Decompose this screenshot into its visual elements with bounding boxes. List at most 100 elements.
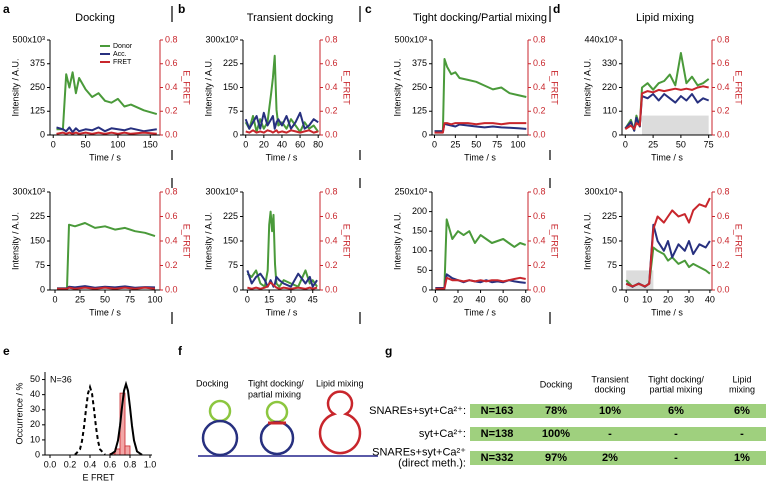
y-tick-label: 110 (603, 106, 617, 116)
y2-tick-label: 0.2 (533, 260, 546, 270)
x-tick-label: 15 (264, 294, 274, 304)
y-tick-label: 300x10³ (205, 34, 238, 44)
x-tick-label: 1.0 (144, 459, 157, 469)
y-tick-label: 300x10³ (584, 186, 617, 196)
y2-axis-label: E_FRET (182, 224, 192, 259)
y-tick-label: 225 (602, 211, 617, 221)
y-tick-label: 150 (223, 235, 238, 245)
table-cell: 2% (602, 452, 618, 464)
y2-tick-label: 0.4 (717, 235, 730, 245)
y2-tick-label: 0.2 (717, 260, 730, 270)
y2-tick-label: 0.2 (717, 106, 730, 116)
y-axis-label: Occurrence / % (14, 382, 24, 444)
y-tick-label: 10 (30, 434, 40, 444)
y-tick-label: 0 (233, 284, 238, 294)
table-cell: - (674, 428, 678, 440)
y-axis-label: Intensity / A.U. (392, 212, 402, 270)
y-tick-label: 0 (612, 284, 617, 294)
y-axis-label: Intensity / A.U. (392, 58, 402, 116)
x-tick-label: 0 (245, 294, 250, 304)
y2-tick-label: 0.0 (325, 284, 338, 294)
x-tick-label: 60 (498, 294, 508, 304)
table-cell: 97% (545, 452, 567, 464)
y-axis-label: Intensity / A.U. (203, 58, 213, 116)
x-tick-label: 0 (243, 139, 248, 149)
y-tick-label: 500x10³ (12, 34, 45, 44)
trace (434, 58, 527, 133)
y2-tick-label: 0.6 (325, 211, 338, 221)
y-tick-label: 40 (30, 389, 40, 399)
panel-label: b (178, 2, 185, 16)
table-row-bg (470, 404, 766, 418)
y-tick-label: 150 (412, 226, 427, 236)
y2-axis-label: E_FRET (182, 70, 192, 105)
y2-tick-label: 0.8 (165, 34, 178, 44)
trace (247, 281, 318, 290)
y2-tick-label: 0.8 (325, 186, 338, 196)
separators (171, 6, 551, 324)
table-header: mixing (729, 384, 755, 394)
vesicle (208, 399, 232, 423)
x-axis-label: Time / s (651, 307, 683, 317)
table-cell: 1% (734, 452, 750, 464)
y2-tick-label: 0.0 (717, 129, 730, 139)
x-axis-label: Time / s (89, 307, 121, 317)
y2-tick-label: 0.8 (533, 186, 546, 196)
diagram-label: Tight docking/ (248, 378, 304, 388)
y-tick-label: 375 (412, 58, 427, 68)
y2-tick-label: 0.0 (325, 129, 338, 139)
x-tick-label: 50 (81, 139, 91, 149)
x-tick-label: 0 (433, 294, 438, 304)
y2-tick-label: 0.8 (533, 34, 546, 44)
fit-curve (74, 383, 106, 456)
y2-tick-label: 0.4 (325, 82, 338, 92)
x-tick-label: 100 (110, 139, 125, 149)
table-cell: 6% (734, 405, 750, 417)
diagram-label: Docking (196, 378, 229, 388)
trace (625, 197, 711, 288)
y2-tick-label: 0.6 (533, 211, 546, 221)
x-tick-label: 45 (308, 294, 318, 304)
y2-tick-label: 0.8 (717, 186, 730, 196)
trace (56, 71, 158, 131)
y-tick-label: 300x10³ (205, 186, 238, 196)
y-tick-label: 0 (422, 284, 427, 294)
table-cell: - (740, 428, 744, 440)
histogram-bar (124, 445, 131, 456)
table-header: Transient (591, 374, 629, 384)
y2-tick-label: 0.6 (325, 58, 338, 68)
trace (57, 222, 156, 290)
x-tick-label: 50 (100, 294, 110, 304)
y-tick-label: 150 (30, 235, 45, 245)
y2-tick-label: 0.8 (165, 186, 178, 196)
y-tick-label: 75 (228, 260, 238, 270)
x-tick-label: 40 (277, 139, 287, 149)
row-label: (direct meth.): (398, 457, 466, 469)
y-tick-label: 125 (412, 106, 427, 116)
y-tick-label: 150 (223, 82, 238, 92)
trace (56, 131, 157, 135)
column-title: Transient docking (247, 12, 333, 24)
table-cell: 78% (545, 405, 567, 417)
y-tick-label: 250x10³ (394, 186, 427, 196)
table-cell: 6% (668, 405, 684, 417)
x-axis-label: Time / s (464, 152, 496, 162)
trace (624, 93, 710, 132)
y2-tick-label: 0.2 (165, 106, 178, 116)
x-tick-label: 100 (147, 294, 162, 304)
x-tick-label: 150 (143, 139, 158, 149)
y2-tick-label: 0.0 (533, 284, 546, 294)
row-label: SNAREs+syt+Ca²⁺: (369, 405, 466, 417)
x-tick-label: 30 (684, 294, 694, 304)
y-tick-label: 200 (412, 206, 427, 216)
y-tick-label: 500x10³ (394, 34, 427, 44)
table-header: Lipid (732, 374, 751, 384)
x-axis-label: Time / s (89, 152, 121, 162)
y-tick-label: 375 (30, 58, 45, 68)
column-title: Lipid mixing (636, 12, 694, 24)
x-tick-label: 0.6 (104, 459, 117, 469)
y2-tick-label: 0.4 (165, 82, 178, 92)
y-tick-label: 300x10³ (12, 186, 45, 196)
y-tick-label: 330 (602, 58, 617, 68)
y-axis-label: Intensity / A.U. (10, 212, 20, 270)
